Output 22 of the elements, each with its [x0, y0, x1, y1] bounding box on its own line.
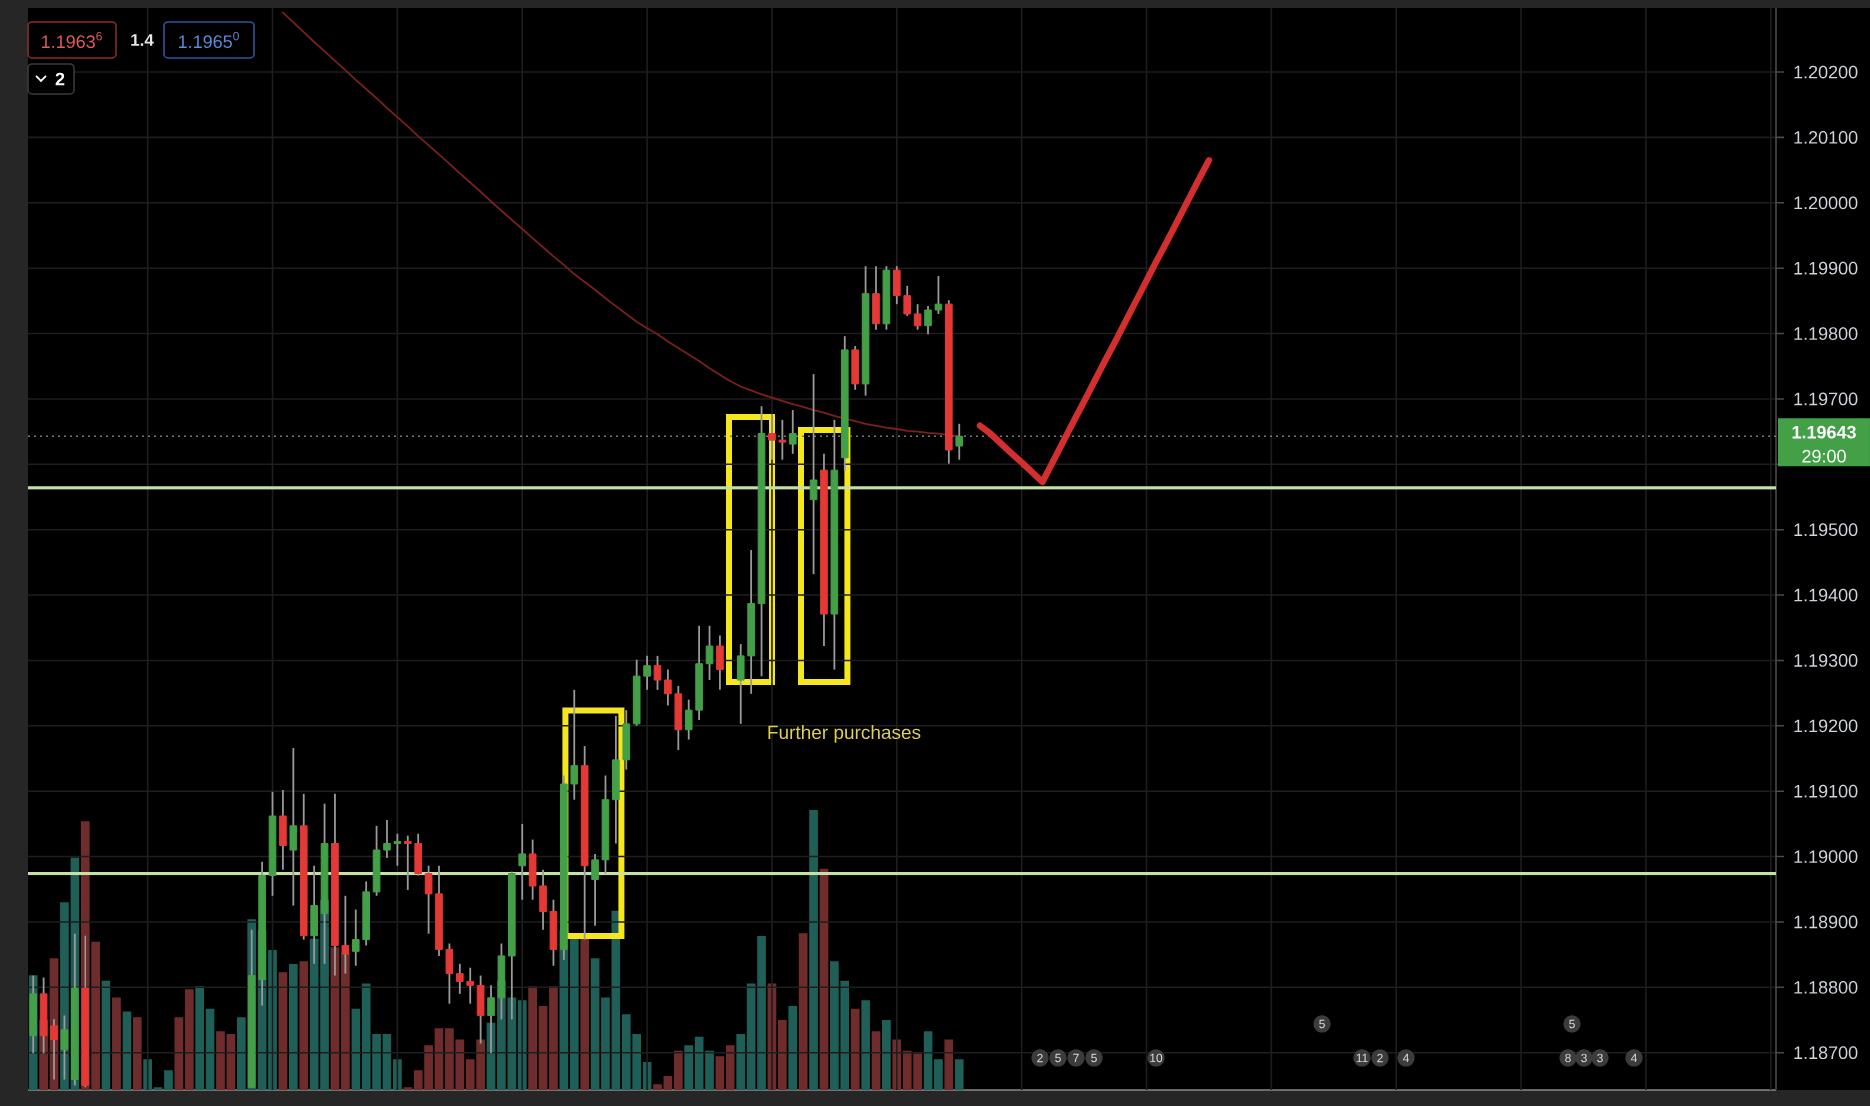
annotation: 2 [55, 72, 65, 86]
y-tick-label: 1.19900 [1794, 261, 1858, 275]
y-tick-label: 1.19800 [1794, 327, 1858, 340]
y-tick-label: 1.19100 [1794, 784, 1858, 798]
y-tick-label: 1.20200 [1794, 65, 1858, 79]
annotation: Further purchases [768, 725, 921, 743]
y-tick-label: 1.18700 [1794, 1046, 1858, 1060]
y-tick-label: 1.19000 [1794, 850, 1858, 863]
text: 29:00 [1802, 449, 1846, 463]
annotation: 1.1965$^{0}$ [179, 31, 239, 49]
annotation: 1.1963$^{6}$ [42, 31, 102, 49]
y-tick-label: 1.19200 [1794, 719, 1858, 733]
ref-line-label: 1.19643 [1792, 425, 1856, 439]
annotation: 1.4 [131, 34, 154, 46]
y-tick-label: 1.20100 [1794, 131, 1858, 144]
y-tick-label: 1.18900 [1794, 915, 1858, 929]
y-tick-label: 1.19300 [1794, 654, 1858, 667]
y-tick-label: 1.19700 [1794, 392, 1858, 406]
y-tick-label: 1.19400 [1794, 588, 1858, 602]
y-tick-label: 1.18800 [1794, 980, 1858, 994]
y-tick-label: 1.19500 [1794, 523, 1858, 537]
y-tick-label: 1.20000 [1794, 196, 1858, 210]
